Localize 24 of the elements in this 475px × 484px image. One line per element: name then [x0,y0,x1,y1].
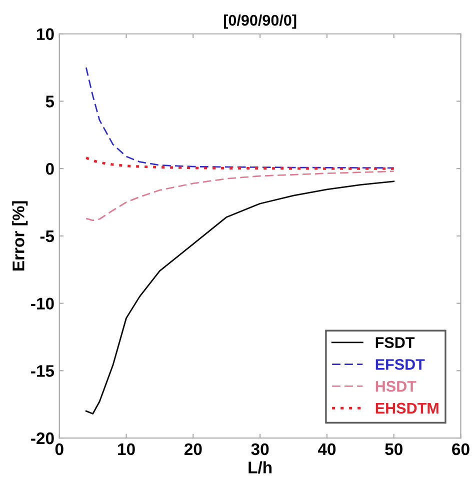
x-tick-label: 40 [318,443,336,456]
line-series [85,66,395,169]
y-tick-label: 0 [46,162,54,175]
legend-label: HSDT [376,380,416,392]
y-axis-title: Error [%] [12,201,28,270]
x-tick-label: 0 [55,443,64,456]
x-tick-label: 20 [184,443,202,456]
y-tick-label: -20 [31,432,54,444]
x-axis-title: L/h [248,461,272,474]
x-tick-label: 10 [118,443,135,456]
x-tick-label: 50 [385,443,402,456]
y-tick-label: -15 [31,365,54,377]
y-tick-label: -10 [31,298,54,310]
legend-label: EFSDT [376,359,425,370]
y-tick-label: 5 [46,96,54,108]
line-series [84,156,396,170]
y-tick-label: 10 [37,28,54,40]
x-tick-label: 60 [452,443,470,456]
y-tick-label: -5 [40,230,54,242]
legend-label: EHSDTM [376,402,438,414]
legend-label: FSDT [376,337,415,348]
x-tick-label: 30 [251,443,269,456]
line-series [85,170,395,222]
chart-title: [0/90/90/0] [224,14,296,29]
